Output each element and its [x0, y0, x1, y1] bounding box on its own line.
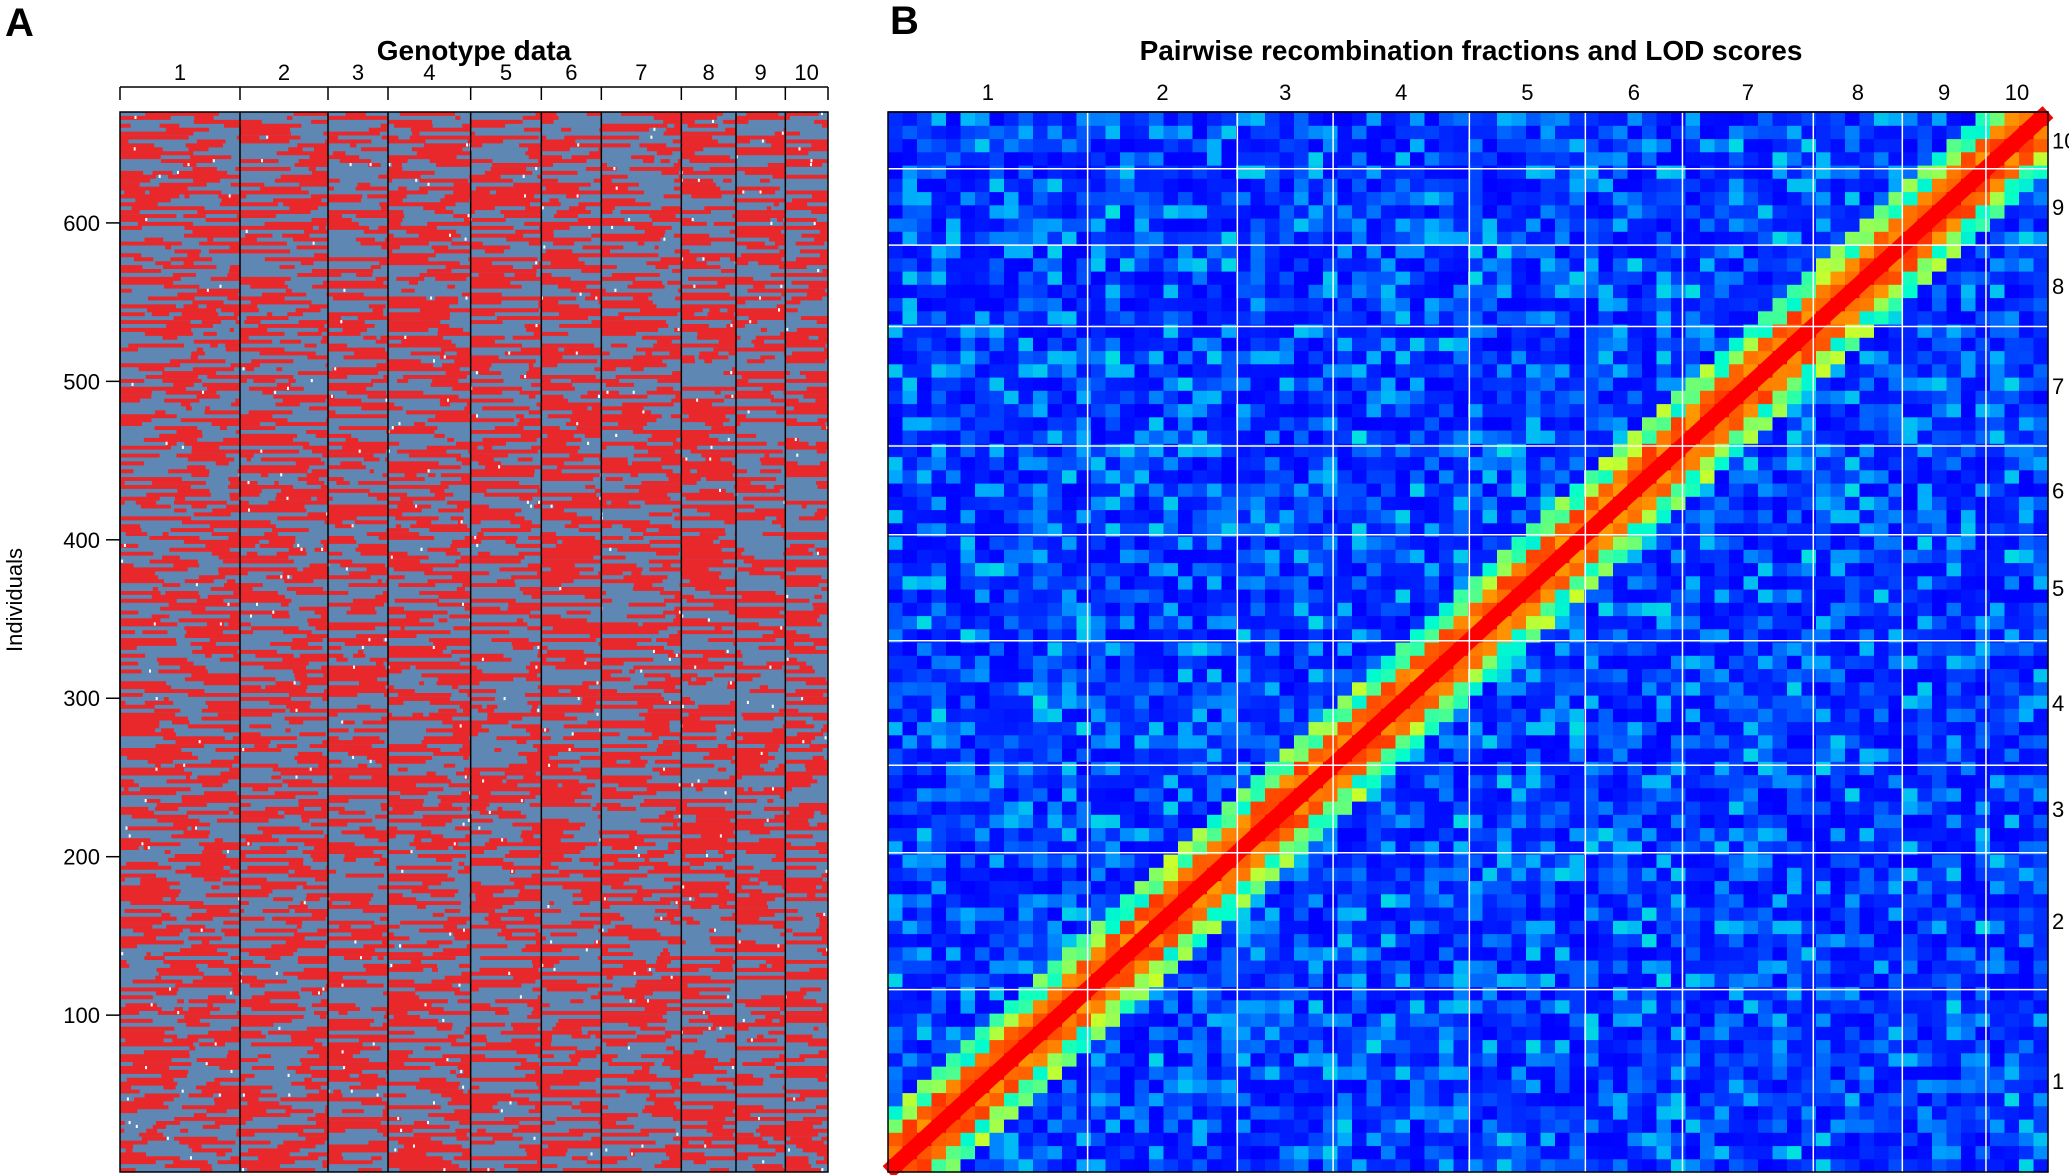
- chromosome-label: 4: [423, 60, 435, 85]
- chromosome-label: 4: [1395, 80, 1407, 105]
- chromosome-label: 7: [1742, 80, 1754, 105]
- recombination-heatmap: [882, 106, 2054, 1175]
- chromosome-label: 1: [982, 80, 994, 105]
- chromosome-label: 9: [755, 60, 767, 85]
- chromosome-label: 6: [1628, 80, 1640, 105]
- y-tick-label: 600: [63, 211, 100, 236]
- chromosome-label: 6: [2052, 478, 2064, 503]
- individuals-axis: 100 200 300 400 500 600: [63, 211, 121, 1028]
- chromosome-axis-b-top: 1 2 3 4 5 6 7 8 9 10: [888, 80, 2048, 113]
- genotype-title: Genotype data: [377, 35, 572, 66]
- diagonal-band: [882, 106, 2054, 1175]
- chromosome-label: 4: [2052, 691, 2064, 716]
- recombination-title: Pairwise recombination fractions and LOD…: [1140, 35, 1803, 66]
- chromosome-separators-a: [239, 112, 787, 1172]
- genotype-panel: Genotype data Individuals 1 2 3 4 5 6 7 8 9 10 10…: [2, 35, 830, 1173]
- chromosome-label: 8: [703, 60, 715, 85]
- chromosome-grid-b: [888, 112, 2048, 1172]
- chromosome-label: 2: [1156, 80, 1168, 105]
- chromosome-label: 8: [1852, 80, 1864, 105]
- y-tick-label: 500: [63, 369, 100, 394]
- y-tick-label: 300: [63, 686, 100, 711]
- recombination-panel: Pairwise recombination fractions and LOD…: [882, 35, 2069, 1175]
- panel-b-letter: B: [890, 0, 919, 43]
- genotype-heatmap: [119, 112, 830, 1173]
- chromosome-label: 2: [278, 60, 290, 85]
- chromosome-label: 3: [352, 60, 364, 85]
- chromosome-label: 5: [500, 60, 512, 85]
- y-tick-label: 100: [63, 1003, 100, 1028]
- chromosome-label: 3: [2052, 797, 2064, 822]
- y-tick-label: 400: [63, 528, 100, 553]
- y-tick-label: 200: [63, 845, 100, 870]
- chromosome-label: 8: [2052, 274, 2064, 299]
- chromosome-label: 5: [2052, 576, 2064, 601]
- chromosome-label: 7: [635, 60, 647, 85]
- y-axis-label: Individuals: [2, 548, 27, 652]
- chromosome-label: 9: [2052, 195, 2064, 220]
- chromosome-label: 7: [2052, 374, 2064, 399]
- chromosome-label: 10: [2005, 80, 2029, 105]
- chromosome-label: 6: [565, 60, 577, 85]
- chromosome-label: 9: [1938, 80, 1950, 105]
- chromosome-label: 2: [2052, 909, 2064, 934]
- chromosome-label: 10: [794, 60, 818, 85]
- chromosome-label: 1: [174, 60, 186, 85]
- chromosome-label: 1: [2052, 1069, 2064, 1094]
- chromosome-axis-b-right: 1 2 3 4 5 6 7 8 9 10: [2052, 128, 2069, 1093]
- chromosome-label: 3: [1279, 80, 1291, 105]
- chromosome-label: 5: [1521, 80, 1533, 105]
- panel-a-letter: A: [5, 1, 34, 45]
- chromosome-axis-a: 1 2 3 4 5 6 7 8 9 10: [119, 60, 829, 100]
- chromosome-label: 10: [2052, 128, 2069, 153]
